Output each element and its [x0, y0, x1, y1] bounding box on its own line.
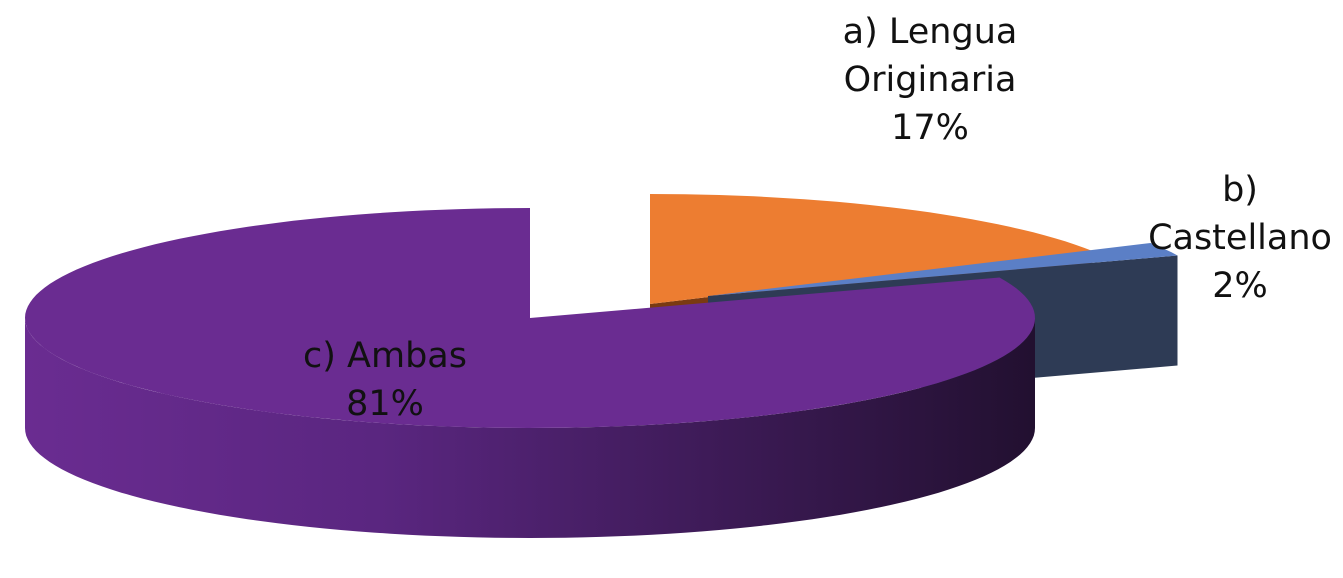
category-label: c) Ambas — [303, 336, 467, 376]
slice — [25, 208, 1035, 538]
data-label: a) Lengua Originaria 17% — [800, 8, 1060, 152]
value-label: 2% — [1212, 266, 1268, 306]
slice-side — [25, 318, 1035, 538]
category-label: b) Castellano — [1148, 170, 1332, 258]
slice-top — [25, 208, 1035, 428]
value-label: 81% — [346, 384, 424, 424]
slice-top — [650, 194, 1093, 304]
slice-top — [708, 243, 1178, 296]
category-label: a) Lengua Originaria — [842, 12, 1018, 100]
data-label: b) Castellano 2% — [1128, 166, 1343, 310]
value-label: 17% — [891, 108, 969, 148]
data-label: c) Ambas 81% — [225, 332, 545, 428]
